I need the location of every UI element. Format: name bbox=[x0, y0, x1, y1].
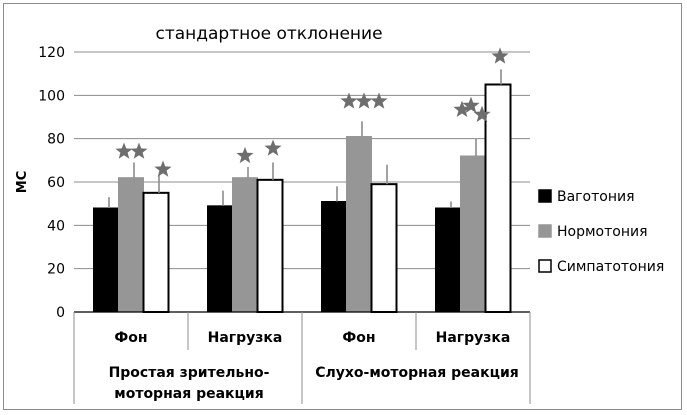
significance-star-6 bbox=[355, 92, 373, 109]
y-tick-60: 60 bbox=[47, 175, 65, 191]
bar-0-1 bbox=[118, 177, 144, 313]
legend-swatch-0 bbox=[538, 189, 552, 203]
x-group-label-0-0: Простая зрительно- bbox=[109, 365, 270, 381]
y-tick-80: 80 bbox=[47, 132, 65, 148]
significance-markers bbox=[115, 47, 509, 177]
chart-title: стандартное отклонение bbox=[155, 24, 382, 44]
x-category-label-2: Фон bbox=[342, 330, 375, 346]
legend-label-2: Симпатотония bbox=[557, 259, 664, 275]
significance-star-4 bbox=[264, 139, 282, 156]
x-group-label-0-1: моторная реакция bbox=[114, 386, 263, 402]
error-bars bbox=[108, 69, 502, 208]
y-tick-20: 20 bbox=[47, 262, 65, 278]
y-tick-labels: 0 20 40 60 80 100 120 bbox=[38, 45, 65, 321]
significance-star-5 bbox=[340, 92, 358, 109]
x-category-labels: Фон Нагрузка Фон Нагрузка bbox=[114, 330, 510, 346]
x-group-label-1-0: Слухо-моторная реакция bbox=[315, 365, 519, 381]
bar-0-0 bbox=[93, 207, 119, 313]
significance-star-10 bbox=[473, 105, 491, 122]
bar-3-0 bbox=[435, 207, 461, 313]
y-tick-0: 0 bbox=[56, 305, 65, 321]
significance-star-7 bbox=[370, 92, 388, 109]
legend-swatch-2 bbox=[538, 259, 552, 273]
significance-star-1 bbox=[130, 142, 148, 159]
y-tick-40: 40 bbox=[47, 218, 65, 234]
significance-star-8 bbox=[453, 100, 471, 117]
significance-star-11 bbox=[491, 47, 509, 64]
significance-star-9 bbox=[462, 96, 480, 113]
legend: Ваготония Нормотония Симпатотония bbox=[538, 189, 664, 275]
bar-0-2 bbox=[142, 191, 170, 313]
bar-2-2 bbox=[370, 183, 398, 314]
x-category-label-0: Фон bbox=[114, 330, 147, 346]
y-tick-100: 100 bbox=[38, 88, 65, 104]
bar-1-0 bbox=[207, 205, 233, 313]
bar-3-1 bbox=[460, 155, 486, 313]
bar-2-0 bbox=[321, 201, 347, 313]
legend-label-1: Нормотония bbox=[557, 224, 648, 240]
significance-star-0 bbox=[115, 142, 133, 159]
significance-star-2 bbox=[154, 160, 172, 177]
bar-2-1 bbox=[346, 136, 372, 313]
x-category-label-3: Нагрузка bbox=[436, 330, 511, 346]
legend-swatch-1 bbox=[538, 224, 552, 238]
bars bbox=[93, 83, 512, 314]
bar-3-2 bbox=[484, 83, 512, 313]
bar-1-2 bbox=[256, 178, 284, 313]
y-tick-120: 120 bbox=[38, 45, 65, 61]
legend-label-0: Ваготония bbox=[557, 189, 635, 205]
significance-star-3 bbox=[236, 146, 254, 164]
x-category-label-1: Нагрузка bbox=[208, 330, 283, 346]
x-axis bbox=[73, 311, 531, 404]
bar-1-1 bbox=[232, 177, 258, 313]
y-axis-label: МС bbox=[15, 171, 30, 193]
x-group-labels: Простая зрительно-моторная реакция Слухо-… bbox=[109, 365, 519, 402]
